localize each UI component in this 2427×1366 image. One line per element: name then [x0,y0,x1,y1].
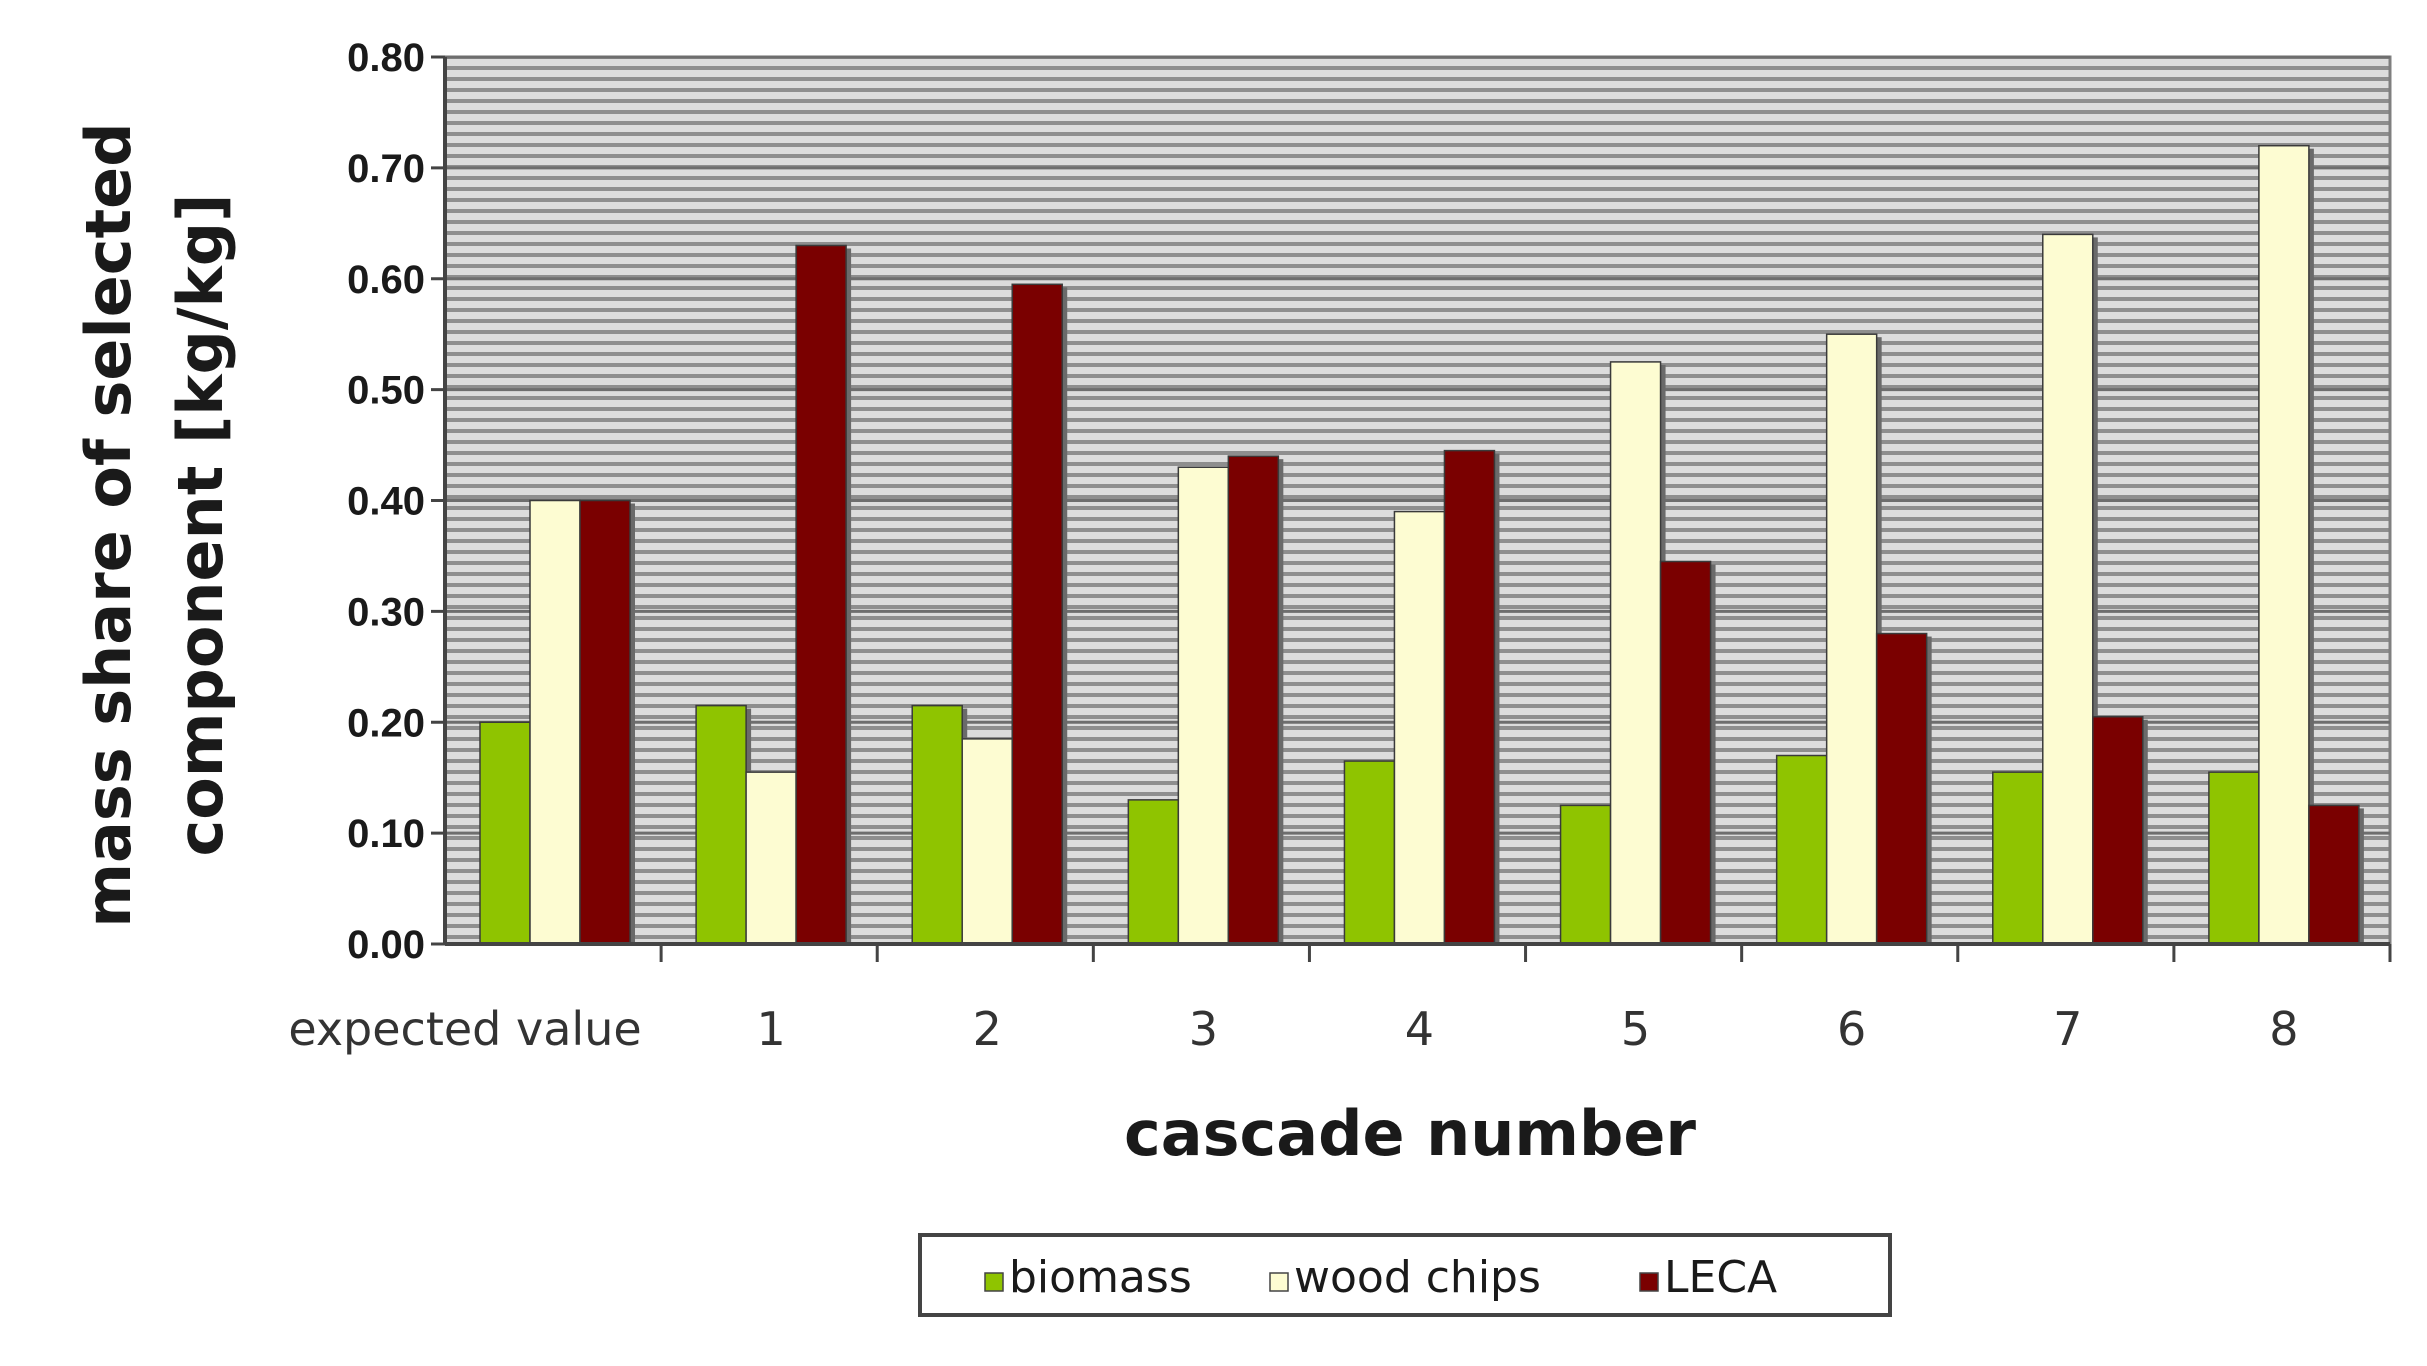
y-tick-label: 0.50 [347,369,425,413]
y-tick-label: 0.00 [347,923,425,967]
bar-biomass-3 [1127,799,1180,945]
bar-leca-1 [795,244,847,945]
x-tick-label: expected value [288,1002,641,1056]
x-tick-label: 4 [1405,1002,1434,1056]
x-tick-label: 1 [756,1002,785,1056]
bar-wood-chips-7 [2042,233,2094,945]
bar-wood-chips-8 [2258,144,2310,945]
bar-wood-chips-1 [745,771,797,945]
bar-biomass-5 [1559,804,1612,945]
bar-biomass-0 [479,721,531,945]
bar-leca-5 [1659,560,1712,945]
x-axis-title: cascade number [1124,1097,1696,1170]
y-tick-label: 0.60 [347,258,425,302]
y-tick-label: 0.30 [347,590,425,634]
x-tick-label: 5 [1621,1002,1650,1056]
legend-swatch-leca [1639,1272,1659,1292]
y-tick-label: 0.80 [347,36,425,80]
y-axis-title: mass share of selected component [kg/kg] [72,122,237,927]
bar-wood-chips-3 [1177,466,1230,945]
bar-leca-0 [579,499,631,945]
y-tick-label: 0.10 [347,812,425,856]
bar-wood-chips-6 [1825,333,1878,945]
y-axis-title-line-2: component [kg/kg] [164,193,237,856]
y-tick-label: 0.20 [347,701,425,745]
bar-wood-chips-0 [529,499,581,945]
legend-items: biomass wood chips LECA [984,1252,1777,1303]
bar-leca-8 [2308,804,2360,945]
legend-label-biomass: biomass [1009,1252,1192,1303]
bar-leca-4 [1443,449,1496,945]
bar-biomass-4 [1343,760,1396,945]
bar-biomass-6 [1775,754,1828,945]
bar-biomass-2 [911,704,963,945]
x-tick-label: 3 [1189,1002,1218,1056]
y-axis-title-line-1: mass share of selected [72,122,145,927]
bar-leca-3 [1227,455,1280,945]
bar-wood-chips-2 [961,738,1013,945]
bar-biomass-7 [1992,771,2044,945]
x-tick-label: 6 [1837,1002,1866,1056]
bar-leca-2 [1011,283,1063,945]
bar-wood-chips-5 [1609,361,1662,945]
bar-biomass-8 [2208,771,2260,945]
y-axis-ticks: 0.00 0.10 0.20 0.30 0.40 0.50 0.60 0.70 0.80 [347,36,445,967]
legend-box [918,1233,1892,1317]
legend-label-leca: LECA [1664,1252,1777,1303]
legend-label-wood-chips: wood chips [1294,1252,1541,1303]
bar-leca-6 [1875,632,1928,945]
y-tick-label: 0.70 [347,147,425,191]
legend-swatch-biomass [984,1272,1004,1292]
x-axis-ticks: expected value 1 2 3 4 5 6 7 8 [288,944,2392,1056]
x-tick-label: 2 [973,1002,1002,1056]
y-tick-label: 0.40 [347,480,425,524]
bar-wood-chips-4 [1393,510,1446,945]
legend: biomass wood chips LECA [918,1233,1892,1317]
legend-swatch-wood-chips [1269,1272,1289,1292]
x-tick-label: 8 [2269,1002,2298,1056]
x-tick-label: 7 [2053,1002,2082,1056]
bar-leca-7 [2092,715,2144,945]
bar-biomass-1 [695,704,747,945]
